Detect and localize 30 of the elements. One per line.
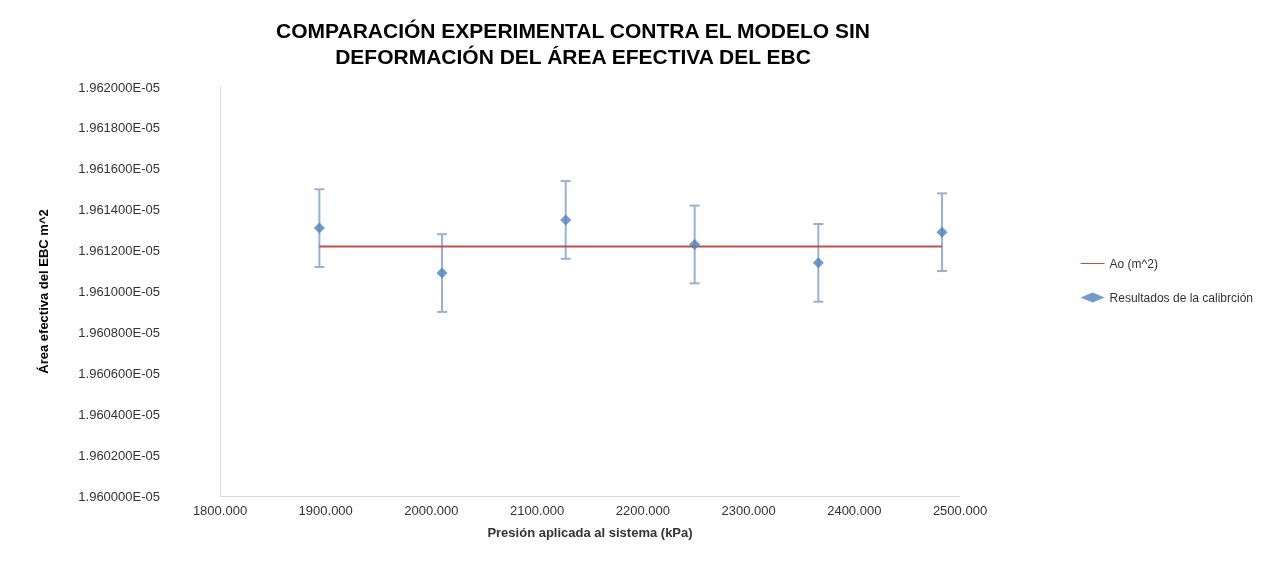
x-tick-label: 2300.000 — [721, 503, 776, 518]
y-tick-label: 1.960800E-05 — [78, 324, 160, 340]
x-tick-label: 2500.000 — [932, 503, 988, 518]
point — [313, 222, 325, 234]
point — [812, 257, 824, 269]
y-tick-label: 1.961600E-05 — [78, 161, 160, 177]
legend-label: Ao (m^2) — [1109, 256, 1158, 271]
chart-title: COMPARACIÓN EXPERIMENTAL CONTRA EL MODELO SIN DEFORMACIÓN DEL ÁREA EFECTIVA DEL EBC — [276, 18, 870, 68]
x-tick-label: 2200.000 — [615, 503, 670, 518]
y-tick-label: 1.960200E-05 — [78, 447, 160, 463]
point — [436, 267, 448, 279]
point — [689, 238, 701, 250]
x-tick-label: 2100.000 — [510, 503, 565, 518]
y-tick-label: 1.960000E-05 — [78, 488, 160, 504]
y-tick-label: 1.962000E-05 — [78, 79, 160, 95]
x-tick-label: 2400.000 — [827, 503, 882, 518]
point — [560, 214, 572, 226]
y-tick-label: 1.961200E-05 — [78, 243, 160, 259]
x-tick-label: 1800.000 — [192, 503, 248, 518]
y-tick-label: 1.960600E-05 — [78, 365, 160, 381]
legend-label: Resultados de la calibrción — [1109, 290, 1254, 305]
y-tick-label: 1.961800E-05 — [78, 120, 160, 136]
y-tick-label: 1.960400E-05 — [78, 406, 160, 422]
y-tick-label: 1.961000E-05 — [78, 284, 160, 299]
y-axis-title: Área efectiva del EBC m^2 — [36, 209, 51, 374]
y-tick-label: 1.961400E-05 — [78, 202, 160, 218]
point — [936, 226, 948, 238]
x-axis-title: Presión aplicada al sistema (kPa) — [487, 525, 693, 540]
x-tick-label: 1900.000 — [298, 503, 353, 518]
x-tick-label: 2000.000 — [404, 503, 459, 518]
